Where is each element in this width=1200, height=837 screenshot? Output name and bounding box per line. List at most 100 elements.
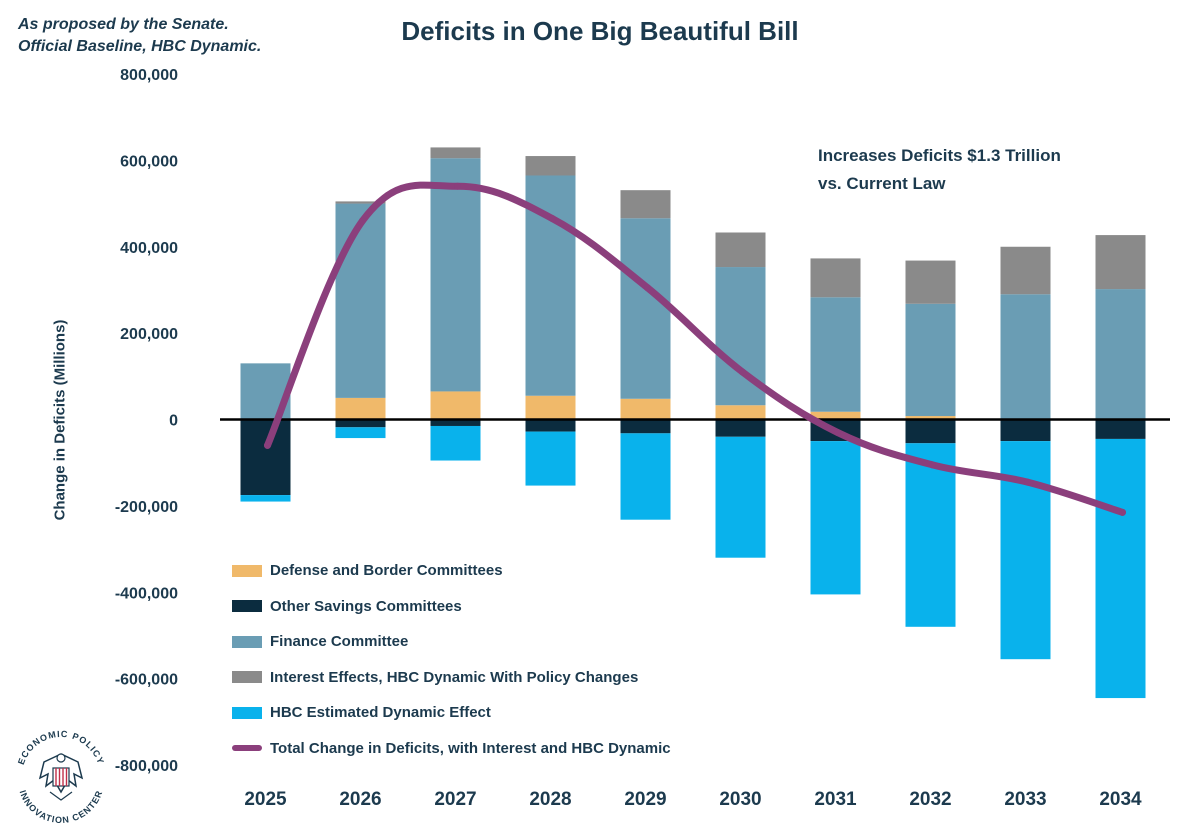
chart-legend: Defense and Border Committees Other Savi… — [232, 553, 671, 766]
annotation-line-1: Increases Deficits $1.3 Trillion — [818, 146, 1061, 165]
bar-interest-effects-hbc-dynamic-with-policy-changes-2029 — [620, 190, 671, 219]
legend-label-interest: Interest Effects, HBC Dynamic With Polic… — [270, 668, 639, 686]
bar-other-savings-committees-2030 — [715, 419, 766, 437]
bar-interest-effects-hbc-dynamic-with-policy-changes-2033 — [1000, 246, 1051, 295]
legend-label-finance: Finance Committee — [270, 633, 409, 651]
bar-finance-committee-2031 — [810, 297, 861, 412]
svg-text:INNOVATION CENTER: INNOVATION CENTER — [18, 789, 105, 825]
legend-swatch-other-savings — [232, 600, 262, 613]
bar-interest-effects-hbc-dynamic-with-policy-changes-2026 — [335, 201, 386, 204]
annotation-line-2: vs. Current Law — [818, 174, 946, 193]
x-tick-label: 2026 — [339, 789, 381, 810]
eagle-seal-icon — [38, 753, 84, 801]
bar-interest-effects-hbc-dynamic-with-policy-changes-2031 — [810, 258, 861, 298]
x-tick-label: 2027 — [434, 789, 476, 810]
x-tick-label: 2028 — [529, 789, 571, 810]
total-line-point-2029 — [644, 284, 651, 292]
x-tick-label: 2031 — [814, 789, 857, 810]
epic-logo: ECONOMIC POLICY INNOVATION CENTER — [16, 729, 105, 825]
bar-finance-committee-2026 — [335, 203, 386, 398]
bar-other-savings-committees-2032 — [905, 419, 956, 444]
legend-swatch-defense — [232, 564, 262, 577]
legend-item-finance: Finance Committee — [232, 624, 671, 660]
bar-defense-and-border-committees-2031 — [810, 411, 861, 420]
bar-other-savings-committees-2033 — [1000, 419, 1051, 442]
legend-label-other-savings: Other Savings Committees — [270, 597, 462, 615]
bar-other-savings-committees-2027 — [430, 419, 481, 426]
logo-text-bottom: INNOVATION CENTER — [18, 789, 104, 825]
bar-finance-committee-2032 — [905, 303, 956, 417]
y-axis-label: Change in Deficits (Millions) — [51, 319, 69, 521]
total-line-point-2034 — [1119, 508, 1126, 516]
total-line-point-2025 — [264, 441, 271, 449]
subtitle-line-1: As proposed by the Senate. — [18, 16, 229, 33]
bar-interest-effects-hbc-dynamic-with-policy-changes-2027 — [430, 147, 481, 159]
bar-hbc-estimated-dynamic-effect-2031 — [810, 441, 861, 595]
legend-label-dynamic: HBC Estimated Dynamic Effect — [270, 704, 491, 722]
legend-swatch-interest — [232, 671, 262, 684]
bar-hbc-estimated-dynamic-effect-2025 — [240, 495, 291, 502]
bar-interest-effects-hbc-dynamic-with-policy-changes-2032 — [905, 260, 956, 304]
total-line-point-2028 — [549, 215, 556, 223]
legend-label-total: Total Change in Deficits, with Interest … — [270, 739, 671, 757]
legend-item-total: Total Change in Deficits, with Interest … — [232, 731, 671, 767]
x-tick-label: 2032 — [909, 789, 951, 810]
bar-defense-and-border-committees-2029 — [620, 398, 671, 420]
bar-interest-effects-hbc-dynamic-with-policy-changes-2028 — [525, 156, 576, 176]
y-tick-label: -800,000 — [115, 758, 178, 775]
y-tick-label: -600,000 — [115, 672, 178, 689]
bar-finance-committee-2029 — [620, 218, 671, 399]
total-deficit-line — [264, 181, 1126, 516]
total-line-point-2031 — [834, 428, 841, 436]
bar-hbc-estimated-dynamic-effect-2029 — [620, 433, 671, 520]
total-line-point-2030 — [739, 368, 746, 376]
subtitle-line-2: Official Baseline, HBC Dynamic. — [18, 38, 262, 55]
bar-interest-effects-hbc-dynamic-with-policy-changes-2034 — [1095, 235, 1146, 290]
chart-subtitle: As proposed by the Senate. Official Base… — [18, 14, 261, 58]
x-tick-label: 2029 — [624, 789, 666, 810]
bar-defense-and-border-committees-2028 — [525, 395, 576, 420]
bar-defense-and-border-committees-2026 — [335, 397, 386, 420]
total-line-point-2033 — [1024, 478, 1031, 486]
legend-swatch-dynamic — [232, 706, 262, 719]
bar-finance-committee-2034 — [1095, 289, 1146, 420]
x-tick-label: 2030 — [719, 789, 761, 810]
legend-item-other-savings: Other Savings Committees — [232, 589, 671, 625]
legend-swatch-total — [232, 745, 262, 752]
total-line-point-2032 — [929, 461, 936, 469]
legend-item-interest: Interest Effects, HBC Dynamic With Polic… — [232, 660, 671, 696]
total-line-point-2027 — [454, 182, 461, 190]
x-tick-label: 2034 — [1099, 789, 1142, 810]
bar-hbc-estimated-dynamic-effect-2028 — [525, 431, 576, 486]
y-tick-label: 0 — [169, 413, 178, 430]
bar-hbc-estimated-dynamic-effect-2027 — [430, 425, 481, 461]
x-tick-label: 2033 — [1004, 789, 1046, 810]
x-tick-label: 2025 — [244, 789, 287, 810]
legend-item-dynamic: HBC Estimated Dynamic Effect — [232, 695, 671, 731]
y-tick-label: -200,000 — [115, 499, 178, 516]
y-tick-label: 600,000 — [120, 153, 178, 170]
bar-hbc-estimated-dynamic-effect-2033 — [1000, 441, 1051, 660]
y-tick-label: -400,000 — [115, 585, 178, 602]
bar-hbc-estimated-dynamic-effect-2034 — [1095, 438, 1146, 699]
total-line-point-2026 — [359, 217, 366, 225]
y-tick-label: 800,000 — [120, 67, 178, 84]
bar-hbc-estimated-dynamic-effect-2026 — [335, 427, 386, 439]
bar-finance-committee-2027 — [430, 158, 481, 392]
bar-other-savings-committees-2025 — [240, 419, 291, 496]
chart-annotation: Increases Deficits $1.3 Trillion vs. Cur… — [818, 142, 1061, 198]
legend-item-defense: Defense and Border Committees — [232, 553, 671, 589]
y-tick-label: 400,000 — [120, 240, 178, 257]
bar-hbc-estimated-dynamic-effect-2030 — [715, 436, 766, 558]
chart-title: Deficits in One Big Beautiful Bill — [401, 16, 799, 46]
bar-other-savings-committees-2029 — [620, 419, 671, 434]
bar-defense-and-border-committees-2027 — [430, 391, 481, 420]
bar-defense-and-border-committees-2032 — [905, 416, 956, 420]
y-tick-label: 200,000 — [120, 326, 178, 343]
legend-swatch-finance — [232, 635, 262, 648]
bar-other-savings-committees-2034 — [1095, 419, 1146, 439]
bar-other-savings-committees-2028 — [525, 419, 576, 432]
bar-finance-committee-2033 — [1000, 294, 1051, 419]
bar-defense-and-border-committees-2030 — [715, 405, 766, 420]
